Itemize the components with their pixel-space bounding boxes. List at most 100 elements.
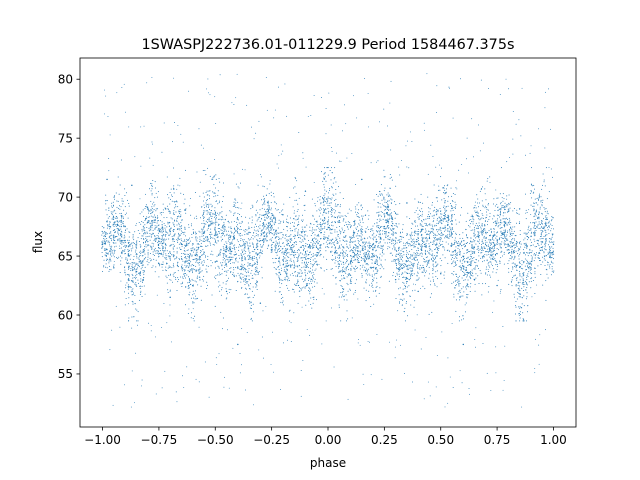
- data-point: [127, 255, 129, 257]
- data-point: [120, 215, 122, 217]
- data-point: [304, 257, 306, 259]
- data-point: [327, 222, 329, 224]
- data-point: [398, 301, 400, 303]
- data-point: [209, 224, 211, 226]
- data-point: [215, 233, 217, 235]
- data-point: [364, 244, 366, 246]
- data-point: [297, 281, 299, 283]
- data-point: [398, 239, 400, 241]
- data-point: [259, 255, 261, 257]
- data-point: [319, 207, 321, 209]
- data-point: [326, 258, 328, 260]
- data-point: [386, 211, 388, 213]
- data-point: [310, 245, 312, 247]
- data-point: [141, 285, 143, 287]
- data-point: [304, 261, 306, 263]
- data-point: [289, 254, 291, 256]
- data-point: [325, 108, 327, 109]
- data-point: [402, 294, 404, 296]
- data-point: [375, 261, 377, 263]
- data-point: [391, 216, 393, 218]
- data-point: [417, 271, 419, 273]
- data-point: [203, 212, 205, 214]
- data-point: [351, 317, 353, 319]
- data-point: [208, 220, 210, 222]
- data-point: [143, 251, 145, 253]
- data-point: [206, 229, 208, 231]
- data-point: [287, 226, 289, 228]
- data-point: [311, 278, 313, 280]
- data-point: [183, 233, 185, 235]
- data-point: [273, 196, 275, 198]
- data-point: [330, 206, 332, 208]
- data-point: [334, 177, 336, 179]
- data-point: [235, 275, 237, 277]
- data-point: [217, 224, 219, 226]
- data-point: [210, 203, 212, 205]
- data-point: [253, 229, 255, 231]
- data-point: [186, 242, 188, 244]
- data-point: [335, 283, 337, 285]
- data-point: [365, 241, 367, 243]
- data-point: [324, 172, 326, 174]
- data-point: [111, 252, 113, 254]
- data-point: [173, 187, 175, 189]
- data-point: [180, 192, 182, 194]
- data-point: [162, 250, 164, 252]
- data-point: [187, 270, 189, 272]
- data-point: [152, 143, 154, 145]
- data-point: [391, 239, 393, 241]
- data-point: [344, 230, 346, 232]
- data-point: [141, 385, 143, 387]
- data-point: [188, 279, 190, 281]
- data-point: [404, 320, 406, 322]
- data-point: [108, 158, 110, 160]
- data-point: [340, 320, 342, 322]
- data-point: [360, 240, 362, 242]
- data-point: [334, 167, 336, 169]
- data-point: [333, 209, 335, 211]
- data-point: [181, 230, 183, 232]
- data-point: [169, 315, 171, 317]
- data-point: [224, 230, 226, 232]
- data-point: [206, 200, 208, 202]
- data-point: [406, 252, 408, 254]
- data-point: [340, 204, 341, 206]
- data-point: [121, 198, 123, 200]
- data-point: [368, 273, 370, 275]
- data-point: [110, 247, 112, 249]
- data-point: [325, 209, 327, 211]
- data-point: [105, 249, 107, 251]
- data-point: [274, 262, 276, 264]
- data-point: [357, 342, 359, 344]
- data-point: [201, 206, 203, 208]
- data-point: [148, 212, 150, 214]
- data-point: [235, 258, 237, 260]
- data-point: [349, 227, 351, 229]
- data-point: [379, 241, 381, 242]
- data-point: [255, 230, 257, 232]
- data-point: [335, 193, 337, 195]
- data-point: [240, 229, 242, 231]
- data-point: [241, 220, 243, 222]
- data-point: [288, 222, 290, 224]
- data-point: [263, 233, 265, 235]
- data-point: [178, 238, 180, 240]
- data-point: [255, 209, 257, 211]
- data-point: [358, 240, 360, 242]
- data-point: [139, 259, 141, 261]
- data-point: [178, 258, 180, 260]
- data-point: [124, 206, 126, 208]
- data-point: [244, 275, 246, 277]
- data-point: [105, 209, 107, 211]
- data-point: [358, 254, 360, 256]
- data-point: [338, 263, 340, 265]
- data-point: [372, 247, 374, 249]
- data-point: [248, 250, 250, 252]
- data-point: [215, 218, 217, 220]
- data-point: [273, 216, 275, 218]
- data-point: [304, 272, 306, 274]
- data-point: [312, 253, 314, 255]
- data-point: [225, 288, 227, 290]
- data-point: [201, 245, 203, 247]
